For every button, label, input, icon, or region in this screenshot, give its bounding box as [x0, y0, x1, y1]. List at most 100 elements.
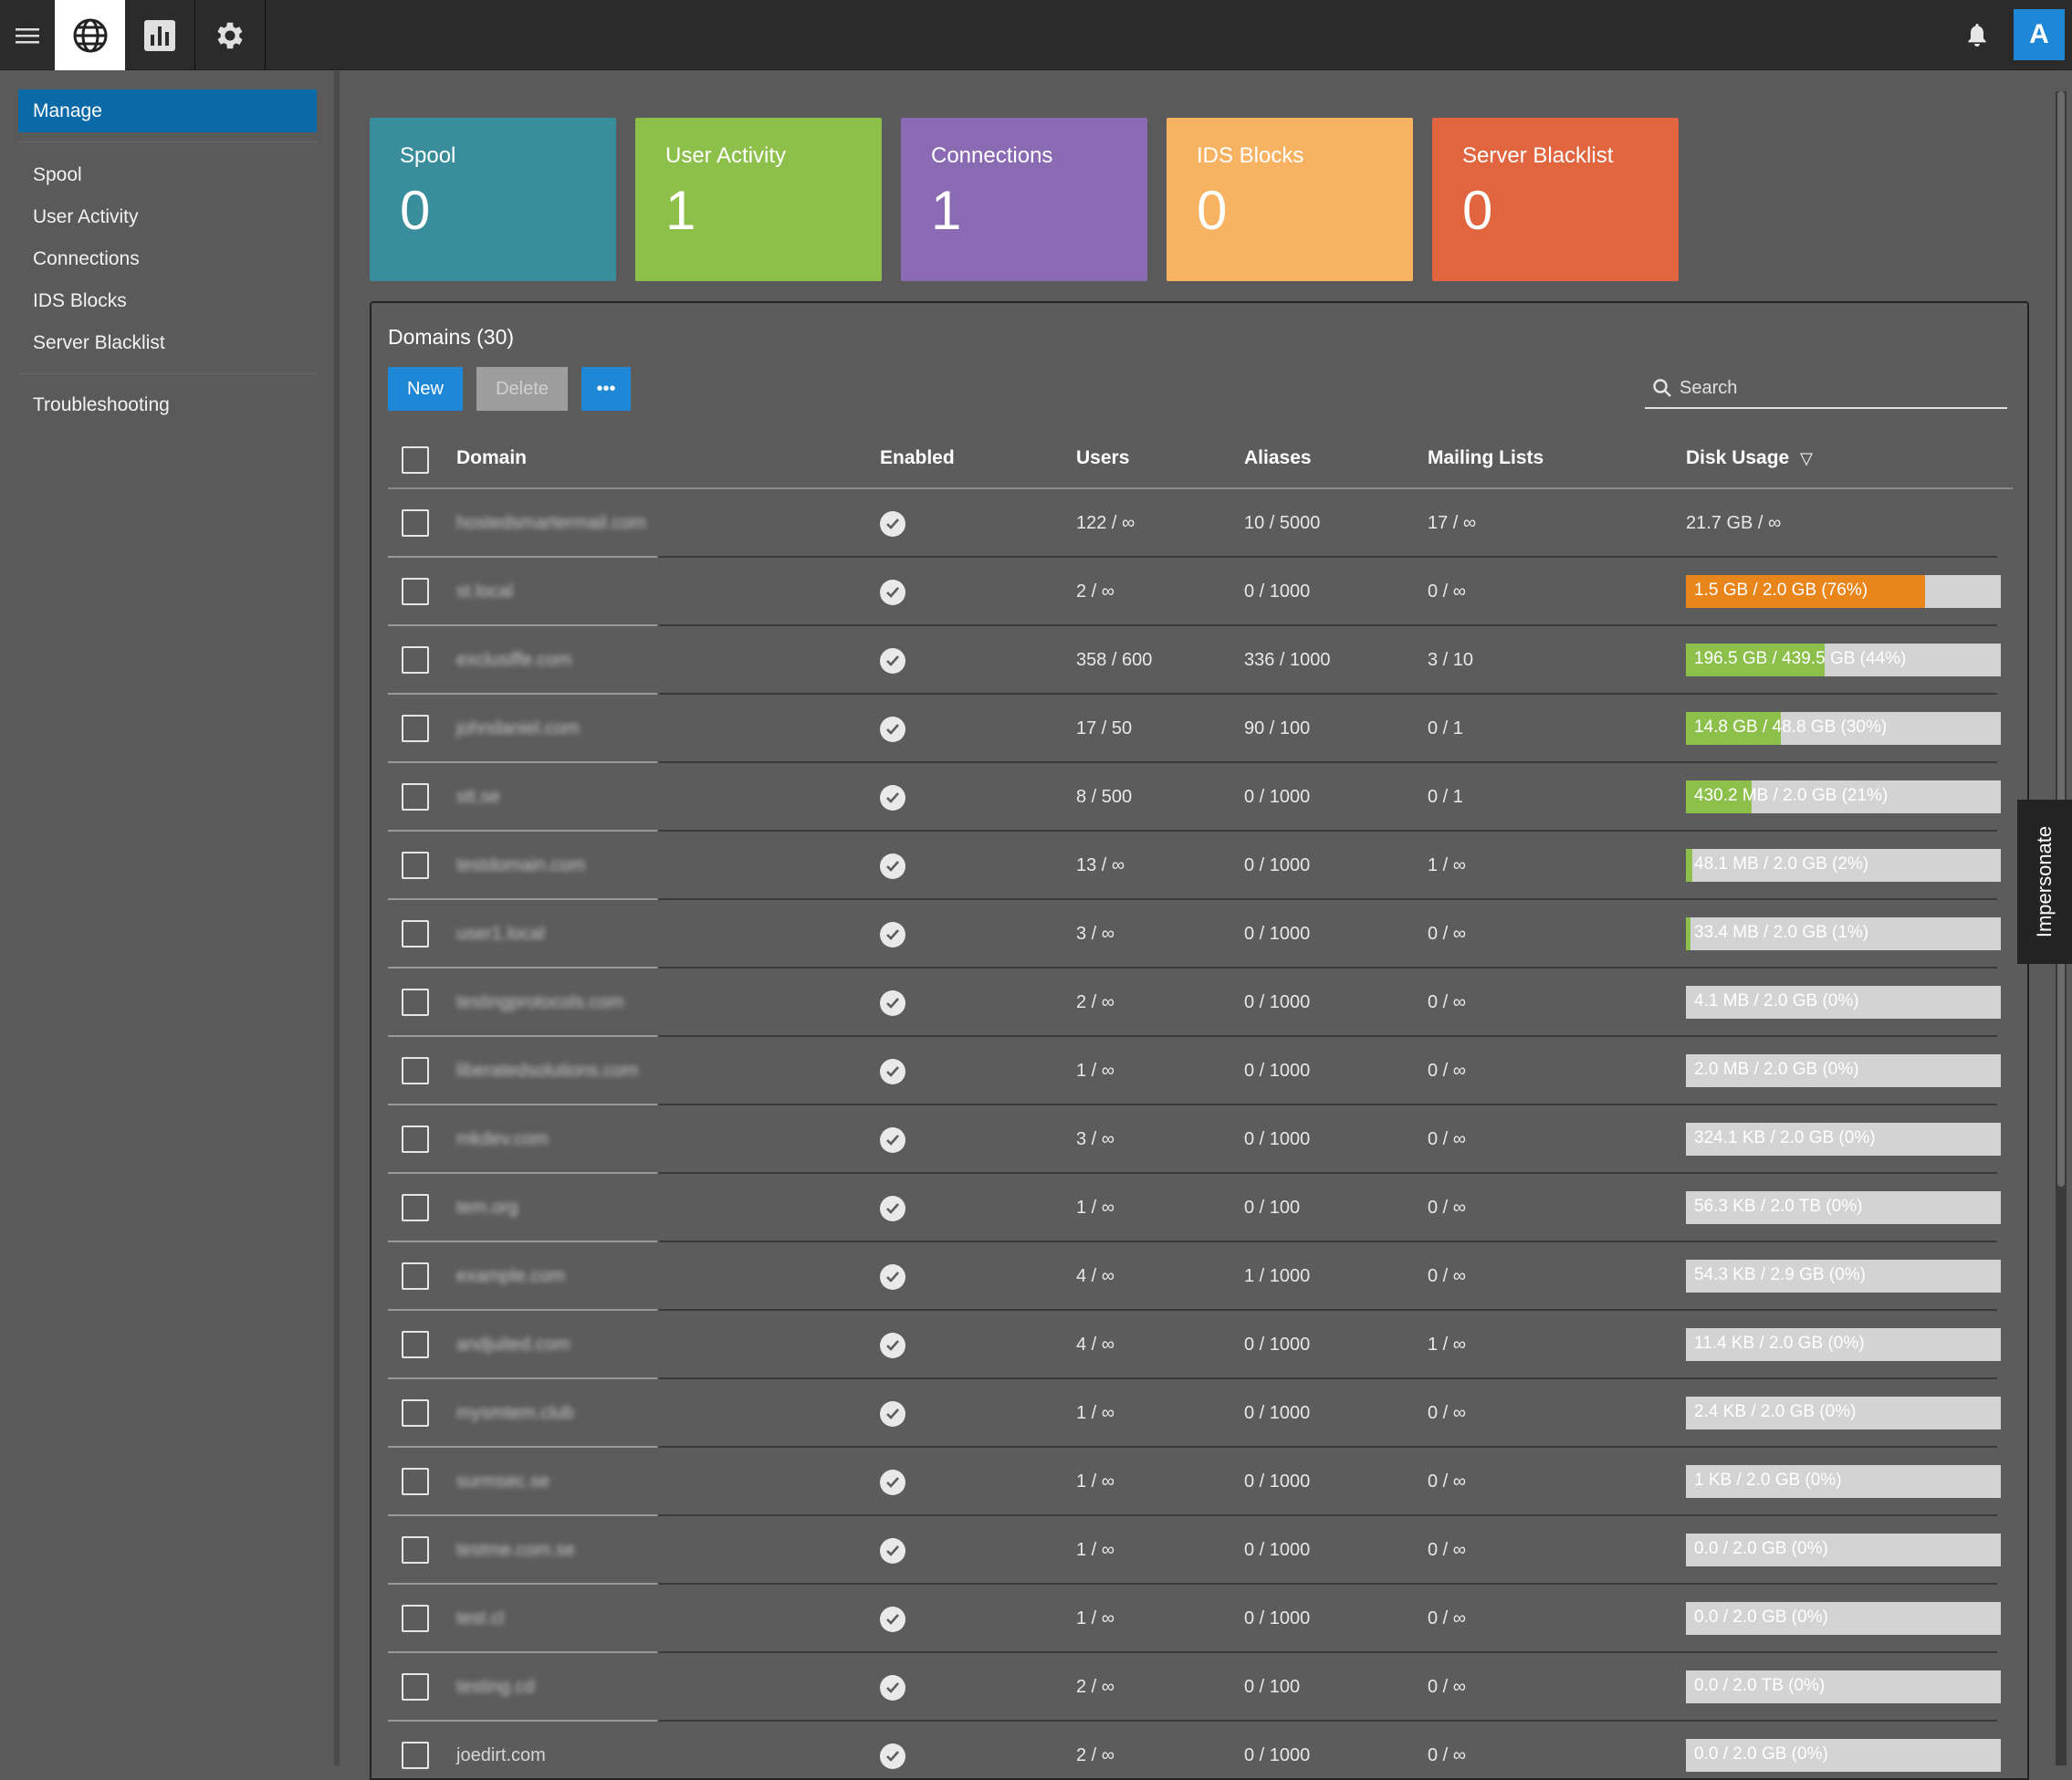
sidebar-item-troubleshooting[interactable]: Troubleshooting — [33, 394, 170, 415]
domain-name[interactable]: tem.org — [456, 1198, 518, 1218]
table-row[interactable]: user1.local 3 / ∞ 0 / 1000 0 / ∞ 33.4 MB… — [388, 900, 2013, 969]
column-header-disk-usage[interactable]: Disk Usage ▽ — [1686, 447, 1813, 469]
table-row[interactable]: johndaniel.com 17 / 50 90 / 100 0 / 1 14… — [388, 695, 2013, 763]
table-row[interactable]: liberatedsolutions.com 1 / ∞ 0 / 1000 0 … — [388, 1037, 2013, 1105]
domain-name[interactable]: andjuited.com — [456, 1335, 570, 1355]
domain-name[interactable]: testme.com.se — [456, 1540, 576, 1560]
domain-name[interactable]: johndaniel.com — [456, 718, 580, 738]
table-row[interactable]: testme.com.se 1 / ∞ 0 / 1000 0 / ∞ 0.0 /… — [388, 1516, 2013, 1585]
domain-name[interactable]: testdomain.com — [456, 855, 586, 875]
table-row[interactable]: test.cl 1 / ∞ 0 / 1000 0 / ∞ 0.0 / 2.0 G… — [388, 1585, 2013, 1653]
row-checkbox[interactable] — [402, 1468, 429, 1495]
domain-name[interactable]: stt.se — [456, 787, 500, 807]
card-connections[interactable]: Connections 1 — [901, 118, 1147, 281]
row-divider — [388, 1309, 657, 1311]
row-checkbox[interactable] — [402, 1605, 429, 1632]
disk-usage-label: 48.1 MB / 2.0 GB (2%) — [1694, 854, 1869, 874]
table-row[interactable]: hostedsmartermail.com 122 / ∞ 10 / 5000 … — [388, 489, 2013, 558]
table-row[interactable]: st.local 2 / ∞ 0 / 1000 0 / ∞ 1.5 GB / 2… — [388, 558, 2013, 626]
delete-button[interactable]: Delete — [476, 367, 568, 411]
domain-name[interactable]: hostedsmartermail.com — [456, 513, 646, 533]
domain-name[interactable]: st.local — [456, 581, 514, 602]
sidebar-item-server-blacklist[interactable]: Server Blacklist — [33, 332, 165, 353]
table-row[interactable]: testingprotocols.com 2 / ∞ 0 / 1000 0 / … — [388, 969, 2013, 1037]
row-checkbox[interactable] — [402, 1057, 429, 1084]
domain-name[interactable]: mysmtem.club — [456, 1403, 574, 1423]
row-checkbox[interactable] — [402, 1262, 429, 1290]
row-checkbox[interactable] — [402, 646, 429, 674]
table-row[interactable]: example.com 4 / ∞ 1 / 1000 0 / ∞ 54.3 KB… — [388, 1242, 2013, 1311]
row-checkbox[interactable] — [402, 1194, 429, 1221]
row-checkbox[interactable] — [402, 1673, 429, 1701]
table-row[interactable]: tem.org 1 / ∞ 0 / 100 0 / ∞ 56.3 KB / 2.… — [388, 1174, 2013, 1242]
row-divider — [388, 1720, 657, 1722]
table-row[interactable]: surmsec.se 1 / ∞ 0 / 1000 0 / ∞ 1 KB / 2… — [388, 1448, 2013, 1516]
table-row[interactable]: andjuited.com 4 / ∞ 0 / 1000 1 / ∞ 11.4 … — [388, 1311, 2013, 1379]
table-row[interactable]: exclusiffe.com 358 / 600 336 / 1000 3 / … — [388, 626, 2013, 695]
domain-name[interactable]: testing.cd — [456, 1677, 535, 1697]
sidebar-item-spool[interactable]: Spool — [33, 164, 82, 185]
card-server-blacklist[interactable]: Server Blacklist 0 — [1432, 118, 1679, 281]
sidebar-item-manage[interactable]: Manage — [18, 89, 317, 132]
domain-name[interactable]: user1.local — [456, 924, 545, 944]
domain-name[interactable]: testingprotocols.com — [456, 992, 624, 1012]
aliases-count: 0 / 1000 — [1244, 1471, 1311, 1492]
column-header-users[interactable]: Users — [1076, 447, 1130, 468]
new-button[interactable]: New — [388, 367, 463, 411]
row-checkbox[interactable] — [402, 1399, 429, 1427]
row-checkbox[interactable] — [402, 989, 429, 1016]
aliases-count: 0 / 100 — [1244, 1198, 1301, 1218]
row-divider — [659, 1377, 1997, 1379]
disk-usage-bar: 430.2 MB / 2.0 GB (21%) — [1686, 780, 2001, 813]
globe-icon[interactable] — [55, 0, 125, 70]
card-spool[interactable]: Spool 0 — [370, 118, 616, 281]
row-checkbox[interactable] — [402, 852, 429, 879]
domain-name[interactable]: joedirt.com — [456, 1745, 546, 1765]
disk-usage-bar: 0.0 / 2.0 GB (0%) — [1686, 1739, 2001, 1772]
row-checkbox[interactable] — [402, 1536, 429, 1564]
column-header-mailing-lists[interactable]: Mailing Lists — [1428, 447, 1544, 468]
column-header-enabled[interactable]: Enabled — [880, 447, 955, 468]
table-row[interactable]: testdomain.com 13 / ∞ 0 / 1000 1 / ∞ 48.… — [388, 832, 2013, 900]
domain-name[interactable]: surmsec.se — [456, 1471, 550, 1492]
impersonate-tab[interactable]: Impersonate — [2017, 800, 2072, 964]
select-all-checkbox[interactable] — [402, 446, 429, 474]
row-checkbox[interactable] — [402, 1126, 429, 1153]
row-divider — [659, 1104, 1997, 1105]
sidebar-item-connections[interactable]: Connections — [33, 248, 140, 269]
row-divider — [659, 1514, 1997, 1516]
search-input[interactable] — [1680, 377, 1999, 399]
table-row[interactable]: mkdev.com 3 / ∞ 0 / 1000 0 / ∞ 324.1 KB … — [388, 1105, 2013, 1174]
row-checkbox[interactable] — [402, 715, 429, 742]
row-checkbox[interactable] — [402, 1331, 429, 1358]
domain-name[interactable]: test.cl — [456, 1608, 505, 1628]
row-checkbox[interactable] — [402, 783, 429, 811]
column-header-domain[interactable]: Domain — [456, 447, 528, 468]
card-ids-blocks[interactable]: IDS Blocks 0 — [1167, 118, 1413, 281]
table-row[interactable]: joedirt.com 2 / ∞ 0 / 1000 0 / ∞ 0.0 / 2… — [388, 1722, 2013, 1778]
row-checkbox[interactable] — [402, 509, 429, 537]
domain-name[interactable]: exclusiffe.com — [456, 650, 572, 670]
gear-icon[interactable] — [195, 0, 266, 70]
row-checkbox[interactable] — [402, 920, 429, 948]
scrollbar-thumb[interactable] — [2057, 91, 2065, 1187]
column-header-aliases[interactable]: Aliases — [1244, 447, 1312, 468]
more-options-button[interactable]: ••• — [581, 367, 631, 411]
row-divider — [388, 1035, 657, 1037]
table-row[interactable]: mysmtem.club 1 / ∞ 0 / 1000 0 / ∞ 2.4 KB… — [388, 1379, 2013, 1448]
hamburger-menu-icon[interactable] — [0, 0, 55, 70]
bell-icon[interactable] — [1950, 0, 2004, 70]
row-checkbox[interactable] — [402, 578, 429, 605]
bar-chart-icon[interactable] — [125, 0, 195, 70]
card-user-activity[interactable]: User Activity 1 — [635, 118, 882, 281]
domain-name[interactable]: mkdev.com — [456, 1129, 549, 1149]
sidebar-item-user-activity[interactable]: User Activity — [33, 206, 139, 227]
table-row[interactable]: testing.cd 2 / ∞ 0 / 100 0 / ∞ 0.0 / 2.0… — [388, 1653, 2013, 1722]
domain-name[interactable]: example.com — [456, 1266, 565, 1286]
domain-name[interactable]: liberatedsolutions.com — [456, 1061, 638, 1081]
disk-usage-bar: 324.1 KB / 2.0 GB (0%) — [1686, 1123, 2001, 1156]
table-row[interactable]: stt.se 8 / 500 0 / 1000 0 / 1 430.2 MB /… — [388, 763, 2013, 832]
sidebar-item-ids-blocks[interactable]: IDS Blocks — [33, 290, 127, 311]
avatar[interactable]: A — [2014, 9, 2065, 60]
sort-descending-icon[interactable]: ▽ — [1800, 449, 1813, 467]
